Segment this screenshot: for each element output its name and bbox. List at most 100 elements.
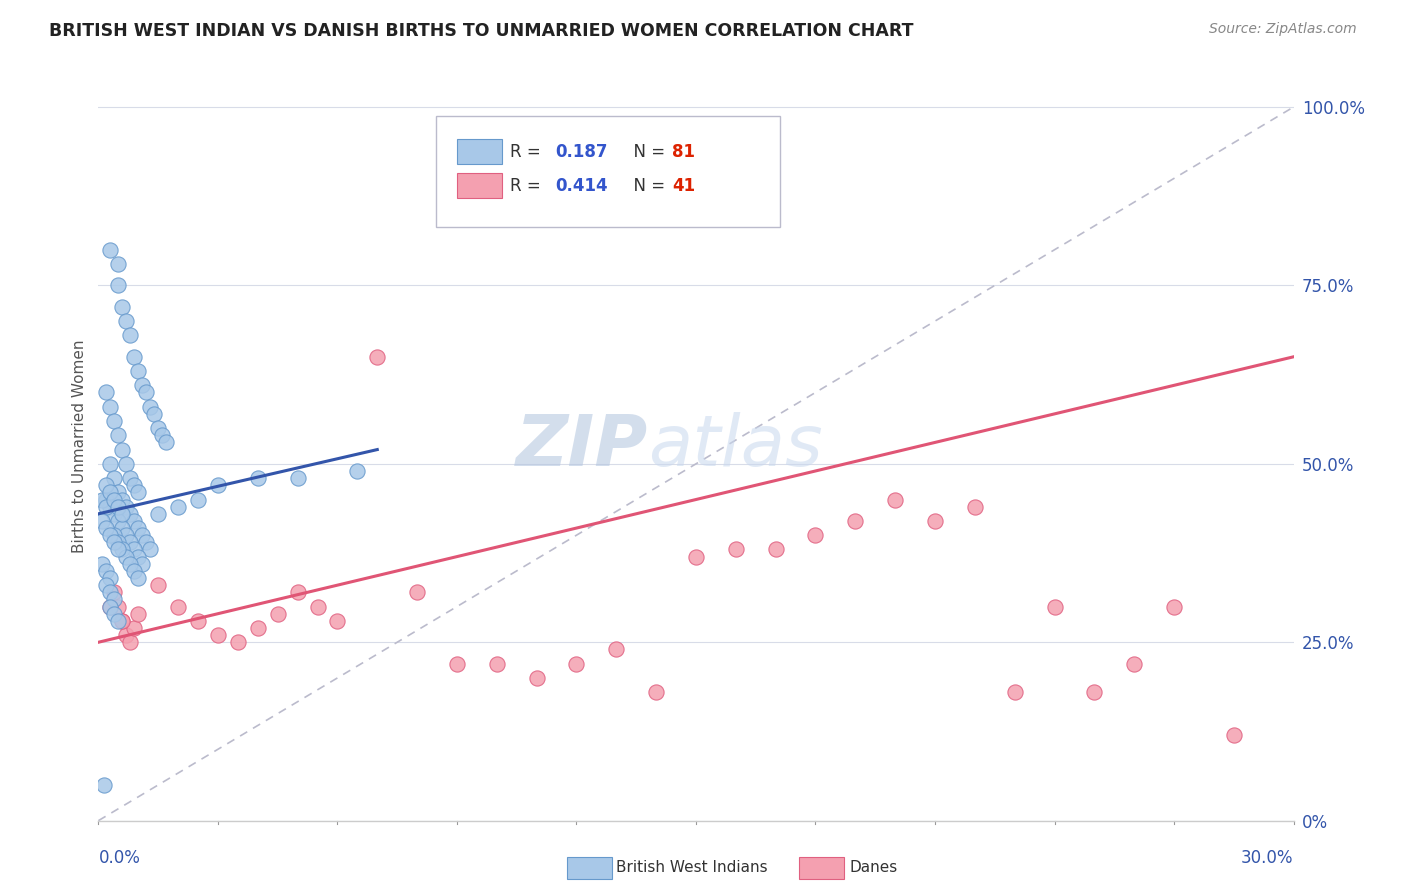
Point — [844, 514, 866, 528]
Point — [96, 564, 118, 578]
Text: N =: N = — [623, 143, 671, 161]
Point — [103, 471, 125, 485]
Point — [103, 535, 125, 549]
Point — [115, 314, 138, 328]
Point — [107, 428, 129, 442]
Point — [485, 657, 508, 671]
Point — [111, 442, 134, 457]
Point — [120, 635, 142, 649]
Point — [103, 507, 125, 521]
Point — [287, 585, 309, 599]
Point — [120, 507, 142, 521]
Point — [346, 464, 368, 478]
Point — [111, 300, 134, 314]
Point — [120, 328, 142, 343]
Point — [107, 599, 129, 614]
Point — [246, 471, 269, 485]
Point — [267, 607, 290, 621]
Point — [111, 542, 134, 557]
Point — [103, 414, 125, 428]
Point — [645, 685, 668, 699]
Text: BRITISH WEST INDIAN VS DANISH BIRTHS TO UNMARRIED WOMEN CORRELATION CHART: BRITISH WEST INDIAN VS DANISH BIRTHS TO … — [49, 22, 914, 40]
Point — [963, 500, 986, 514]
Point — [724, 542, 747, 557]
Point — [167, 599, 190, 614]
Point — [446, 657, 468, 671]
Point — [1043, 599, 1066, 614]
Point — [804, 528, 827, 542]
Point — [124, 514, 146, 528]
Point — [124, 621, 146, 635]
Point — [124, 564, 146, 578]
Point — [107, 500, 129, 514]
Point — [98, 400, 122, 414]
Point — [103, 528, 125, 542]
Text: 0.187: 0.187 — [555, 143, 607, 161]
Point — [98, 243, 122, 257]
Point — [115, 628, 138, 642]
Point — [127, 485, 149, 500]
Point — [143, 407, 166, 421]
Point — [98, 571, 122, 585]
Point — [107, 535, 129, 549]
Point — [111, 492, 134, 507]
Point — [187, 492, 209, 507]
Point — [1163, 599, 1185, 614]
Point — [924, 514, 946, 528]
Point — [155, 435, 177, 450]
Point — [406, 585, 429, 599]
Text: 30.0%: 30.0% — [1241, 849, 1294, 867]
Point — [98, 599, 122, 614]
Text: Danes: Danes — [849, 861, 897, 875]
Point — [98, 528, 122, 542]
Point — [326, 614, 349, 628]
Point — [226, 635, 249, 649]
Point — [565, 657, 588, 671]
Point — [139, 400, 162, 414]
Point — [605, 642, 627, 657]
Point — [107, 257, 129, 271]
Point — [107, 278, 129, 293]
Point — [131, 378, 153, 392]
Point — [366, 350, 388, 364]
Point — [115, 549, 138, 564]
Point — [107, 514, 129, 528]
Point — [107, 614, 129, 628]
Point — [107, 485, 129, 500]
Point — [115, 457, 138, 471]
Point — [135, 535, 157, 549]
Point — [127, 607, 149, 621]
Point — [103, 592, 125, 607]
Point — [120, 557, 142, 571]
Point — [1083, 685, 1105, 699]
Point — [111, 507, 134, 521]
Point — [111, 521, 134, 535]
Point — [884, 492, 907, 507]
Point — [765, 542, 787, 557]
Point — [187, 614, 209, 628]
Point — [96, 478, 118, 492]
Point — [150, 428, 173, 442]
Text: R =: R = — [510, 143, 547, 161]
Point — [246, 621, 269, 635]
Point — [96, 500, 118, 514]
Text: 0.414: 0.414 — [555, 177, 607, 194]
Point — [127, 521, 149, 535]
Point — [98, 457, 122, 471]
Point — [167, 500, 190, 514]
Y-axis label: Births to Unmarried Women: Births to Unmarried Women — [72, 339, 87, 553]
Point — [131, 528, 153, 542]
Point — [124, 542, 146, 557]
Point — [120, 535, 142, 549]
Point — [98, 500, 122, 514]
Point — [115, 528, 138, 542]
Point — [96, 492, 118, 507]
Text: Source: ZipAtlas.com: Source: ZipAtlas.com — [1209, 22, 1357, 37]
Point — [103, 585, 125, 599]
Point — [127, 571, 149, 585]
Point — [91, 492, 114, 507]
Text: ZIP: ZIP — [516, 411, 648, 481]
Point — [124, 478, 146, 492]
Text: atlas: atlas — [648, 411, 823, 481]
Point — [139, 542, 162, 557]
